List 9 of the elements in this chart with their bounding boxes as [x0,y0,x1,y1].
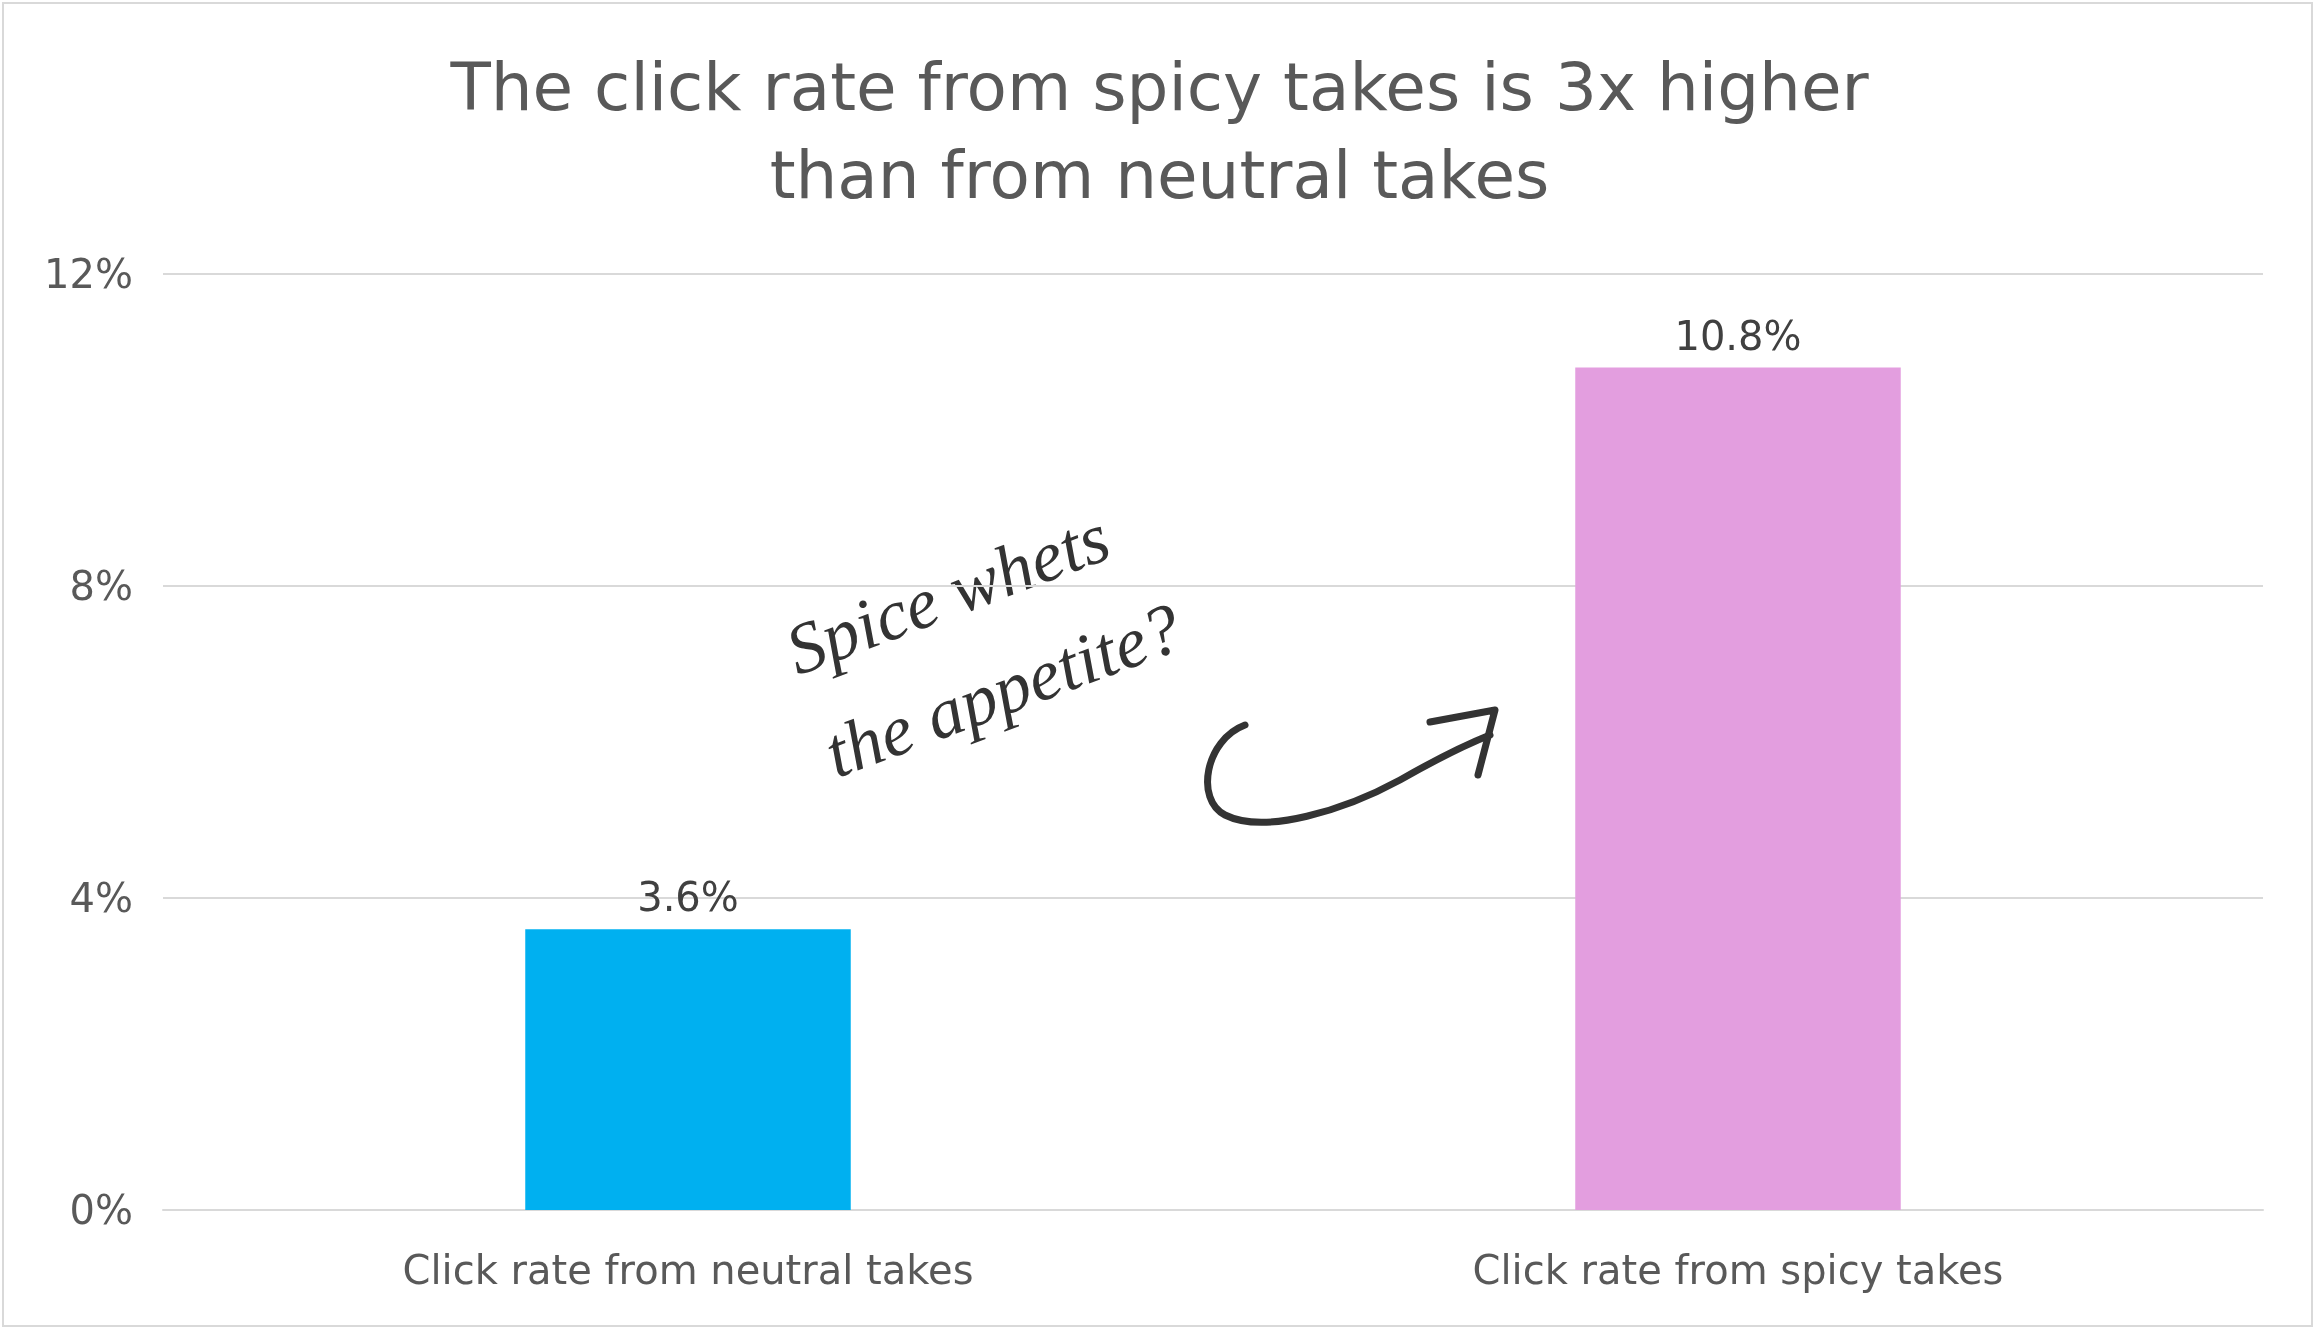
chart-title: The click rate from spicy takes is 3x higher than from neutral takes [449,48,1870,214]
y-tick-label: 0% [69,1187,133,1233]
y-tick-label: 4% [69,875,133,921]
x-tick-label: Click rate from neutral takes [402,1247,974,1293]
y-tick-label: 12% [44,251,133,297]
data-label: 10.8% [1674,312,1802,359]
y-tick-label: 8% [69,563,133,609]
x-tick-label: Click rate from spicy takes [1472,1247,2004,1293]
data-label: 3.6% [637,874,739,921]
